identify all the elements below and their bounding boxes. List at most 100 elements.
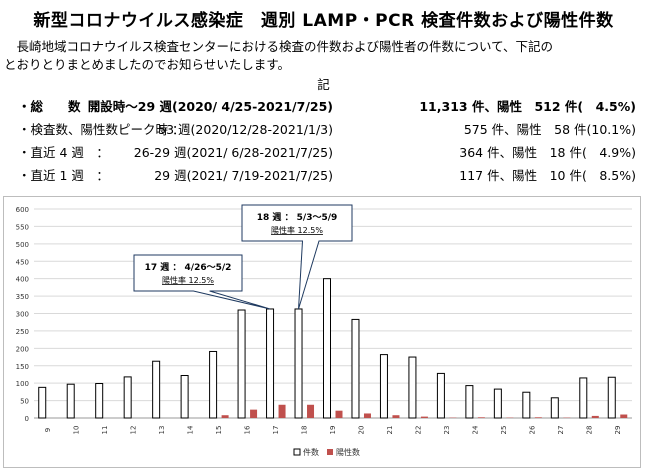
x-tick-label: 9 xyxy=(44,428,52,432)
summary-label: ・直近 4 週 ： xyxy=(18,145,109,160)
summary-row-last4: ・直近 4 週 ： 26-29 週(2021/ 6/28-2021/7/25) … xyxy=(18,142,638,165)
x-tick-label: 13 xyxy=(158,426,166,435)
bar-positives xyxy=(335,410,343,418)
y-tick-label: 150 xyxy=(16,363,29,371)
bar-tests xyxy=(493,388,502,419)
summary-label: ・直近 1 週 ： xyxy=(18,168,109,183)
x-tick-label: 10 xyxy=(73,426,81,435)
summary-period: 29 週(2021/ 7/19-2021/7/25) xyxy=(154,168,333,183)
bar-positives xyxy=(250,409,258,418)
y-tick-label: 600 xyxy=(16,206,29,214)
x-tick-label: 23 xyxy=(443,426,451,435)
callout-rate: 陽性率 12.5% xyxy=(162,275,214,285)
chart-container: 0 50 100 150 200 250 300 350 400 450 500 550 600 9 10 1… xyxy=(3,196,641,468)
bar-tests xyxy=(408,356,417,419)
bar-positives xyxy=(363,413,371,418)
bar-tests xyxy=(379,354,388,419)
y-tick-label: 100 xyxy=(16,380,29,388)
intro-text: 長崎地域コロナウイルス検査センターにおける検査の件数および陽性者の件数について、… xyxy=(4,38,644,74)
x-tick-label: 15 xyxy=(215,426,223,435)
y-tick-label: 400 xyxy=(16,276,29,284)
bar-tests xyxy=(550,397,559,419)
x-tick-label: 24 xyxy=(471,425,479,434)
ki-heading: 記 xyxy=(317,77,330,92)
x-tick-label: 29 xyxy=(614,426,622,435)
callout-title: 18 週 ： 5/3～5/9 xyxy=(257,212,338,223)
bar-positives xyxy=(591,415,599,418)
bar-positives xyxy=(307,404,315,418)
summary-row-peak: ・検査数、陽性数ピーク時 ： 53 週(2020/12/28-2021/1/3)… xyxy=(18,119,638,142)
legend-swatch-positives xyxy=(327,449,333,455)
y-tick-label: 450 xyxy=(16,258,29,266)
bar-tests xyxy=(180,375,189,419)
x-tick-label: 22 xyxy=(414,426,422,435)
bar-tests xyxy=(38,386,47,419)
y-tick-label: 350 xyxy=(16,293,29,301)
x-tick-label: 19 xyxy=(329,426,337,435)
callout-box xyxy=(241,204,353,310)
weekly-test-chart: 0 50 100 150 200 250 300 350 400 450 500 550 600 9 10 1… xyxy=(16,204,632,457)
summary-result: 117 件、陽性 10 件( 8.5%) xyxy=(459,168,636,183)
y-tick-label: 300 xyxy=(16,311,29,319)
summary-period: 26-29 週(2021/ 6/28-2021/7/25) xyxy=(133,145,333,160)
y-tick-label: 50 xyxy=(20,398,29,406)
x-tick-label: 25 xyxy=(500,426,508,435)
summary-table: ・総 数 ： 開設時～29 週(2020/ 4/25-2021/7/25) 11… xyxy=(18,96,638,188)
bar-tests xyxy=(579,377,588,419)
callout-rate: 陽性率 12.5% xyxy=(271,225,323,235)
y-tick-label: 550 xyxy=(16,223,29,231)
bar-tests xyxy=(209,350,218,419)
bar-tests xyxy=(123,376,132,419)
intro-line-2: とおりとりまとめましたのでお知らせいたします。 xyxy=(4,57,291,72)
summary-result: 364 件、陽性 18 件( 4.9%) xyxy=(459,145,636,160)
bar-positives xyxy=(534,417,542,418)
summary-label: ・検査数、陽性数ピーク時 ： xyxy=(18,122,185,137)
bar-tests xyxy=(152,360,161,419)
summary-result: 575 件、陽性 58 件(10.1%) xyxy=(463,122,636,137)
callout-title: 17 週 ： 4/26～5/2 xyxy=(145,262,232,273)
summary-label: ・総 数 ： xyxy=(18,99,106,114)
y-tick-label: 0 xyxy=(25,415,29,423)
y-tick-label: 250 xyxy=(16,328,29,336)
x-tick-label: 16 xyxy=(244,425,252,434)
x-tick-label: 14 xyxy=(187,425,195,434)
summary-row-last1: ・直近 1 週 ： 29 週(2021/ 7/19-2021/7/25) 117… xyxy=(18,165,638,188)
bar-tests xyxy=(237,309,246,419)
bar-positives xyxy=(420,416,428,418)
bar-tests xyxy=(66,383,75,419)
summary-period: 開設時～29 週(2020/ 4/25-2021/7/25) xyxy=(87,99,333,114)
summary-period: 53 週(2020/12/28-2021/1/3) xyxy=(158,122,333,137)
x-tick-label: 21 xyxy=(386,426,394,435)
bar-positives xyxy=(620,414,628,418)
bar-positives xyxy=(278,404,286,418)
bar-tests xyxy=(323,278,331,419)
x-tick-label: 17 xyxy=(272,426,280,435)
legend-label-tests: 件数 xyxy=(303,447,319,457)
legend-swatch-tests xyxy=(293,448,301,456)
bar-tests xyxy=(266,308,275,419)
intro-line-1: 長崎地域コロナウイルス検査センターにおける検査の件数および陽性者の件数について、… xyxy=(4,39,554,54)
bar-tests xyxy=(294,308,303,419)
x-tick-label: 26 xyxy=(528,425,536,434)
x-tick-label: 12 xyxy=(130,426,138,435)
x-tick-label: 18 xyxy=(301,426,309,435)
x-tick-label: 27 xyxy=(557,426,565,435)
bar-tests xyxy=(95,383,104,419)
x-tick-label: 11 xyxy=(101,426,109,435)
bar-tests xyxy=(522,391,531,419)
x-tick-label: 20 xyxy=(357,426,365,435)
bar-tests xyxy=(436,372,445,419)
legend-label-positives: 陽性数 xyxy=(336,447,360,457)
callout-box xyxy=(133,254,271,310)
bar-positives xyxy=(477,417,485,418)
bar-positives xyxy=(221,415,229,418)
bar-positives xyxy=(392,415,400,418)
y-tick-label: 200 xyxy=(16,345,29,353)
x-tick-label: 28 xyxy=(585,426,593,435)
page-title: 新型コロナウイルス感染症 週別 LAMP・PCR 検査件数および陽性件数 xyxy=(33,11,614,31)
bar-tests xyxy=(465,385,474,419)
y-tick-label: 500 xyxy=(16,241,29,249)
bar-tests xyxy=(351,318,360,419)
bar-tests xyxy=(607,376,616,419)
summary-result: 11,313 件、陽性 512 件( 4.5%) xyxy=(419,99,636,114)
